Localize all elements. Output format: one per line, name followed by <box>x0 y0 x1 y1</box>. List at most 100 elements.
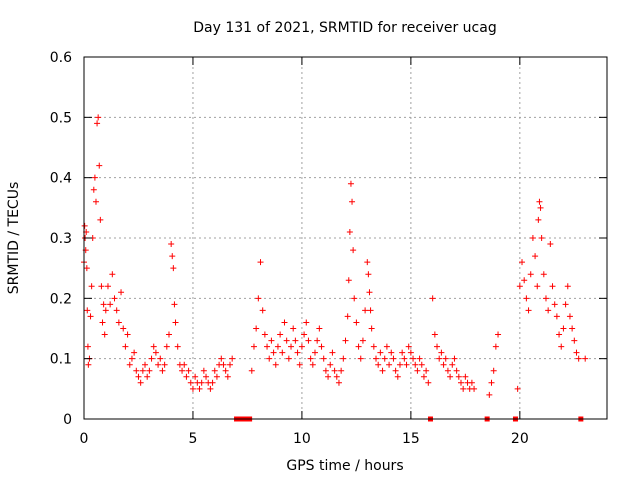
data-point <box>311 349 318 356</box>
data-point <box>272 361 279 368</box>
data-point <box>325 373 332 380</box>
data-point <box>200 367 207 374</box>
data-point <box>564 283 571 290</box>
data-point <box>359 337 366 344</box>
data-point <box>486 391 493 398</box>
data-point <box>88 283 95 290</box>
data-point <box>412 361 419 368</box>
data-point <box>529 235 536 241</box>
data-point <box>488 379 495 386</box>
data-point <box>357 355 364 362</box>
data-point <box>575 355 582 362</box>
data-point <box>573 349 580 356</box>
data-point <box>179 367 186 374</box>
data-point <box>346 228 353 235</box>
data-point <box>165 331 172 338</box>
data-point <box>163 343 170 350</box>
data-point <box>327 361 334 368</box>
data-point <box>558 343 565 350</box>
data-point <box>373 355 380 362</box>
data-point <box>259 307 266 314</box>
data-point <box>111 295 118 302</box>
data-point <box>268 337 275 344</box>
y-tick-label: 0.5 <box>50 110 72 126</box>
data-point <box>364 259 371 266</box>
data-point <box>425 379 432 386</box>
data-point <box>556 331 563 338</box>
data-point <box>569 325 576 332</box>
data-point <box>181 361 188 368</box>
data-point <box>248 367 255 374</box>
data-point <box>97 216 104 223</box>
data-point <box>514 385 521 392</box>
data-point <box>335 379 342 386</box>
data-point <box>540 271 547 278</box>
data-point <box>168 241 175 248</box>
data-point <box>159 367 166 374</box>
x-axis-label: GPS time / hours <box>286 458 403 474</box>
data-point <box>307 355 314 362</box>
data-point <box>447 373 454 380</box>
data-point <box>157 355 164 362</box>
data-point <box>296 361 303 368</box>
data-point <box>266 355 273 362</box>
data-point <box>436 355 443 362</box>
data-point <box>453 367 460 374</box>
data-point <box>423 367 430 374</box>
data-point <box>298 343 305 350</box>
data-point <box>362 307 369 314</box>
data-point <box>342 337 349 344</box>
data-point <box>353 319 360 326</box>
data-point <box>350 247 357 254</box>
data-point <box>582 355 589 362</box>
data-point <box>87 313 94 320</box>
y-tick-label: 0.2 <box>50 291 72 307</box>
y-tick-label: 0.1 <box>50 352 72 368</box>
x-tick-label: 15 <box>402 431 420 447</box>
data-point <box>309 361 316 368</box>
data-point <box>126 361 133 368</box>
data-point <box>279 349 286 356</box>
data-point <box>122 343 129 350</box>
data-point <box>322 367 329 374</box>
data-point <box>451 355 458 362</box>
data-point <box>401 355 408 362</box>
data-point <box>390 355 397 362</box>
data-point <box>492 343 499 350</box>
data-point <box>174 343 181 350</box>
data-point <box>460 385 467 392</box>
data-point <box>383 343 390 350</box>
data-point <box>255 295 262 302</box>
data-point <box>288 343 295 350</box>
data-point <box>396 361 403 368</box>
data-point <box>183 373 190 380</box>
data-point <box>135 373 142 380</box>
data-point <box>462 373 469 380</box>
data-point <box>519 259 526 266</box>
data-point <box>115 319 122 326</box>
data-point <box>83 265 90 272</box>
data-point <box>218 355 225 362</box>
chart-title: Day 131 of 2021, SRMTID for receiver uca… <box>193 20 496 36</box>
data-point <box>553 313 560 320</box>
data-point <box>92 198 99 205</box>
axes: 0 0.1 0.2 0.3 0.4 0.5 0.6 0 5 10 15 20 <box>50 50 607 447</box>
data-point <box>329 349 336 356</box>
data-point <box>133 367 140 374</box>
data-point <box>99 319 106 326</box>
data-point <box>440 361 447 368</box>
data-point <box>457 379 464 386</box>
data-point <box>229 355 236 362</box>
data-point <box>101 331 108 338</box>
data-point <box>285 355 292 362</box>
data-point <box>185 367 192 374</box>
data-point <box>536 198 543 205</box>
data-point <box>196 385 203 392</box>
data-point <box>91 174 98 181</box>
data-point <box>128 355 135 362</box>
data-point <box>171 301 178 308</box>
data-point <box>431 331 438 338</box>
data-point <box>318 343 325 350</box>
data-point <box>551 301 558 308</box>
data-point <box>429 295 436 302</box>
